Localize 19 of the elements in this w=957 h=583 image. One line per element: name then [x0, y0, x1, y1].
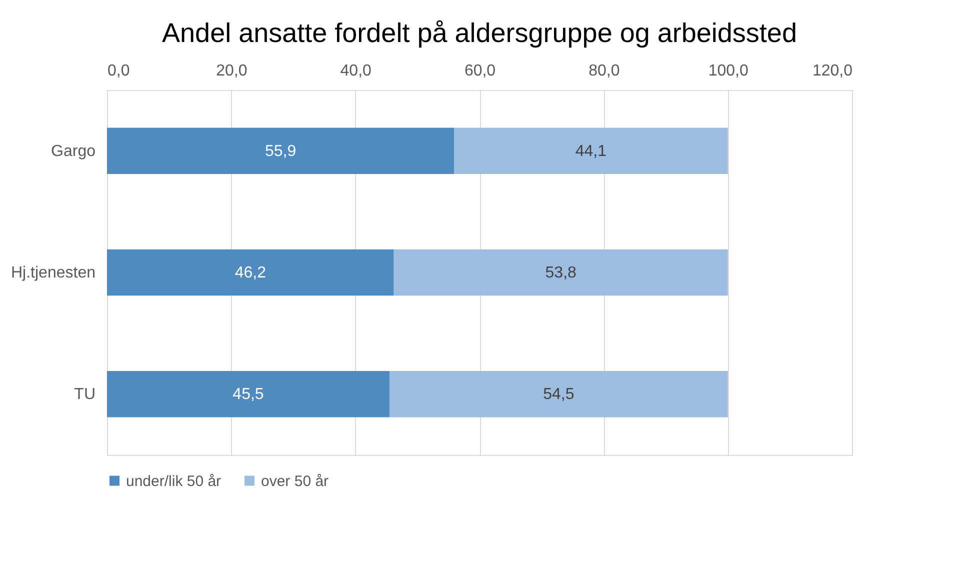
legend-label: under/lik 50 år [126, 472, 222, 490]
x-tick-label: 120,0 [812, 62, 853, 80]
legend-label: over 50 år [261, 472, 329, 490]
y-tick-label: Hj.tjenesten [11, 264, 96, 282]
data-label: 54,5 [543, 386, 574, 404]
x-tick-label: 0,0 [108, 62, 130, 80]
x-tick-label: 60,0 [464, 62, 496, 80]
x-tick-label: 20,0 [216, 62, 248, 80]
x-tick-label: 40,0 [340, 62, 372, 80]
chart-title: Andel ansatte fordelt på aldersgruppe og arbeidssted [162, 18, 797, 48]
data-label: 44,1 [575, 142, 607, 160]
data-label: 53,8 [545, 264, 576, 282]
x-tick-label: 80,0 [588, 62, 620, 80]
data-label: 55,9 [264, 142, 296, 160]
data-label: 45,5 [232, 386, 264, 404]
y-tick-label: TU [74, 386, 96, 404]
y-tick-label: Gargo [51, 142, 96, 160]
x-tick-label: 100,0 [708, 62, 748, 80]
data-label: 46,2 [234, 264, 266, 282]
